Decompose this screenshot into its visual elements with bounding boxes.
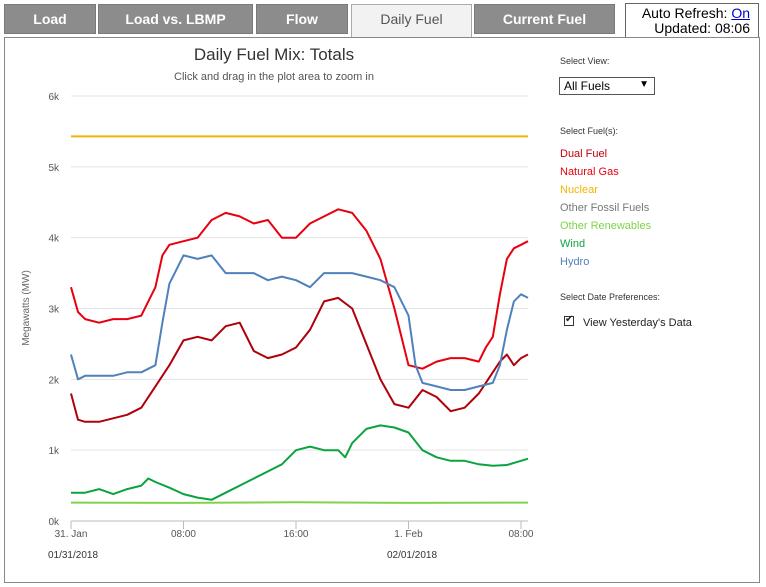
fuel-other-renewables[interactable]: Other Renewables — [560, 220, 652, 232]
fuel-nuclear[interactable]: Nuclear — [560, 184, 598, 196]
series-line-hydro[interactable] — [70, 254, 529, 391]
x-tick-labels: 31. Jan 08:00 16:00 1. Feb 08:00 — [55, 521, 534, 540]
y-tick-label: 6k — [48, 92, 60, 103]
view-yesterday-checkbox[interactable]: ✔ — [564, 314, 574, 326]
date-preferences-label: Select Date Preferences: — [560, 292, 661, 302]
y-tick-label: 0k — [48, 517, 60, 528]
y-axis-label: Megawatts (MW) — [21, 270, 32, 346]
y-tick-label: 2k — [48, 375, 60, 386]
tab-load-vs-lbmp[interactable]: Load vs. LBMP — [98, 4, 253, 34]
content-panel: Daily Fuel Mix: Totals Click and drag in… — [4, 37, 760, 583]
view-select-value: All Fuels — [564, 79, 611, 93]
updated-time: Updated: 08:06 — [654, 20, 750, 36]
checkmark-icon: ✔ — [565, 314, 574, 325]
x-tick-label: 31. Jan — [55, 529, 88, 540]
chart-subtitle: Click and drag in the plot area to zoom … — [174, 71, 374, 83]
tab-load[interactable]: Load — [4, 4, 96, 34]
y-tick-label: 1k — [48, 446, 60, 457]
select-view-label: Select View: — [560, 56, 610, 66]
auto-refresh-box: Auto Refresh: On Updated: 08:06 — [625, 3, 759, 39]
tab-bar: Load Load vs. LBMP Flow Daily Fuel Curre… — [0, 0, 766, 39]
series-lines — [70, 135, 529, 504]
y-tick-labels: 0k 1k 2k 3k 4k 5k 6k — [48, 92, 60, 528]
y-tick-label: 3k — [48, 305, 60, 316]
fuel-other-fossil[interactable]: Other Fossil Fuels — [560, 202, 650, 214]
view-yesterday-label: View Yesterday's Data — [583, 317, 692, 329]
date-label-jan31: 01/31/2018 — [48, 550, 98, 561]
auto-refresh-label: Auto Refresh: — [641, 5, 732, 21]
x-tick-label: 08:00 — [171, 529, 196, 540]
fuel-wind[interactable]: Wind — [560, 238, 586, 250]
fuel-hydro[interactable]: Hydro — [560, 256, 590, 268]
x-tick-label: 1. Feb — [394, 529, 423, 540]
series-line-wind[interactable] — [71, 424, 529, 501]
date-label-feb1: 02/01/2018 — [387, 550, 437, 561]
fuel-natural-gas[interactable]: Natural Gas — [560, 166, 619, 178]
y-gridlines — [71, 95, 528, 522]
series-line-other-renewables[interactable] — [70, 501, 529, 504]
auto-refresh-toggle-link[interactable]: On — [731, 5, 750, 21]
fuel-dual-fuel[interactable]: Dual Fuel — [560, 148, 608, 160]
x-tick-label: 08:00 — [508, 529, 533, 540]
tab-daily-fuel[interactable]: Daily Fuel — [351, 4, 472, 38]
tab-flow[interactable]: Flow — [256, 4, 348, 34]
y-tick-label: 5k — [48, 163, 60, 174]
view-select[interactable]: All Fuels ▼ — [559, 77, 655, 95]
tab-current-fuel[interactable]: Current Fuel — [474, 4, 615, 34]
series-line-natural-gas[interactable] — [70, 208, 529, 370]
y-tick-label: 4k — [48, 234, 60, 245]
fuel-mix-chart[interactable]: Daily Fuel Mix: Totals Click and drag in… — [5, 38, 553, 582]
dropdown-arrow-icon: ▼ — [639, 79, 649, 90]
chart-title: Daily Fuel Mix: Totals — [194, 45, 354, 64]
x-tick-label: 16:00 — [283, 529, 308, 540]
select-fuels-label: Select Fuel(s): — [560, 126, 619, 136]
